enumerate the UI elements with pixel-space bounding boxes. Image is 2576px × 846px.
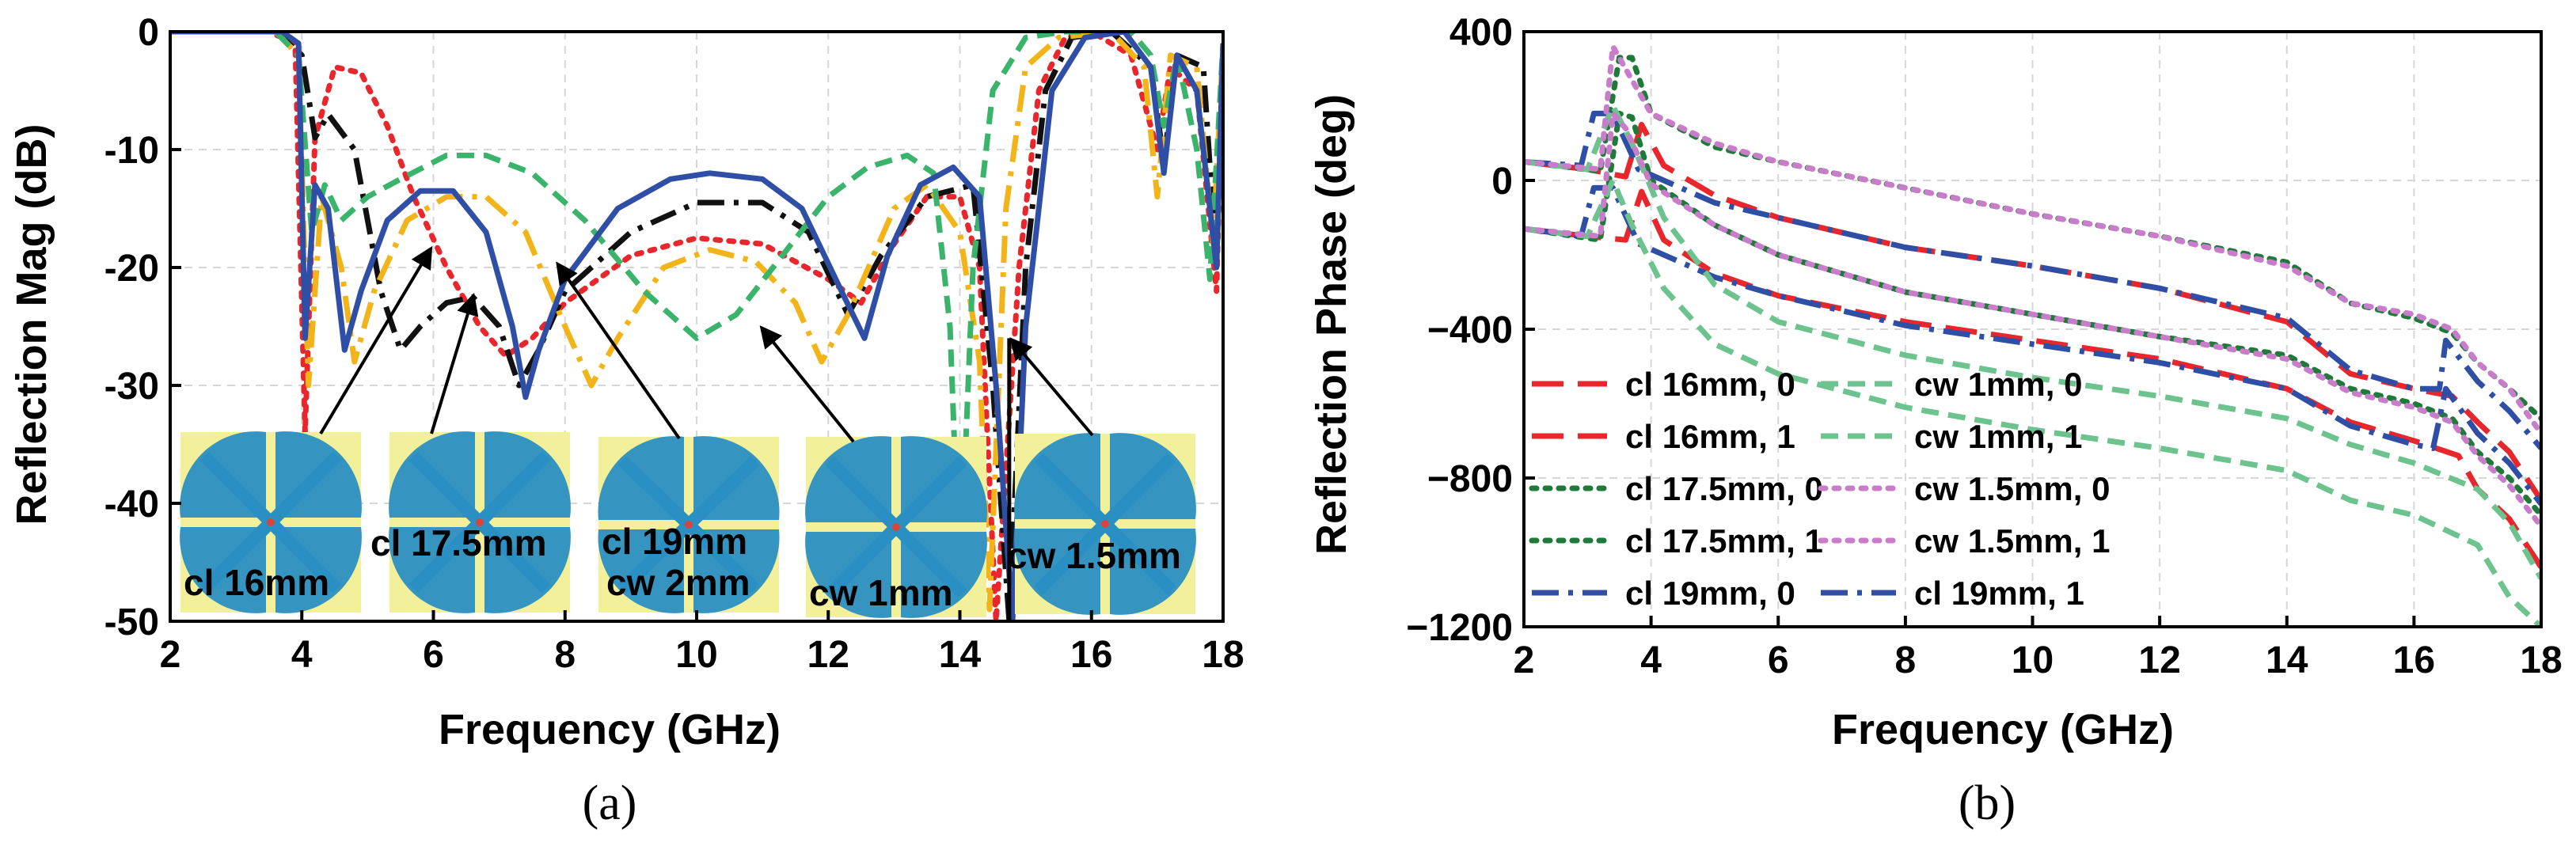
legend-label: cl 19mm, 0 [1625,575,1795,612]
legend-label: cw 1.5mm, 1 [1914,522,2110,560]
series-line-4 [170,32,1223,621]
panel-a-y-ticks: 0 -10 -20 -30 -40 -50 [104,12,181,643]
inset-arrow [759,325,855,443]
legend-label: cw 1.5mm, 0 [1914,470,2110,507]
legend-item: cl 16mm, 1 [1532,418,1795,455]
feed-point [267,518,275,526]
panel-b-chart: cl 16mm, 0 cw 1mm, 0 cl 16mm, 1 cw 1mm, 1 cl… [1308,12,2563,830]
legend-label: cl 16mm, 0 [1625,366,1795,403]
y-tick-label: −400 [1427,309,1513,351]
x-tick-label: 14 [939,634,982,676]
inset-label: cw 1.5mm [1007,535,1181,576]
series-line-6 [1524,103,2541,580]
panel-b-legend: cl 16mm, 0 cw 1mm, 0 cl 16mm, 1 cw 1mm, 1 cl… [1529,366,2110,612]
inset-arrow [430,292,479,434]
legend-item: cw 1mm, 1 [1821,418,2082,455]
inset-label-line2: cw 2mm [606,562,750,603]
panel-b-x-axis-title: Frequency (GHz) [1832,706,2174,753]
legend-label: cl 16mm, 1 [1625,418,1795,455]
x-tick-label: 4 [291,634,313,676]
panel-a-x-ticks: 2 4 6 8 10 12 14 16 18 [160,610,1244,676]
panel-b-y-axis-title: Reflection Phase (deg) [1308,94,1355,555]
y-tick-label: -10 [104,130,159,172]
unit-cell-inset: cl 17.5mm [370,292,571,613]
legend-item: cl 17.5mm, 0 [1529,470,1823,507]
x-tick-label: 16 [2393,639,2435,681]
inset-label: cw 1mm [809,572,953,613]
legend-item: cw 1mm, 0 [1821,366,2082,403]
x-tick-label: 18 [2520,639,2562,681]
series-line-7 [1524,177,2541,627]
series-line-0 [1524,122,2541,503]
legend-item: cl 17.5mm, 1 [1529,522,1823,560]
y-tick-label: -50 [104,601,159,643]
inset-arrow [1009,337,1094,437]
inset-arrow [319,245,433,435]
unit-cell-inset: cw 1.5mm [1007,337,1196,615]
inset-arrow [556,261,681,440]
x-tick-label: 8 [1895,639,1917,681]
feed-point [1101,520,1109,528]
feed-point [476,518,484,526]
panel-a-label: (a) [583,776,637,830]
series-line-3 [170,32,1223,589]
series-line-0 [170,32,1223,621]
panel-b-series-group [1524,44,2541,627]
panel-a-x-axis-title: Frequency (GHz) [439,706,781,753]
legend-label: cw 1mm, 1 [1914,418,2082,455]
series-line-9 [1524,110,2541,529]
legend-item: cw 1.5mm, 1 [1818,522,2110,560]
x-tick-label: 10 [2012,639,2054,681]
y-tick-label: 400 [1449,12,1513,54]
y-tick-label: -40 [104,484,159,525]
panel-b-y-ticks: 400 0 −400 −800 −1200 [1406,12,1535,649]
x-tick-label: 16 [1070,634,1112,676]
series-line-8 [1524,44,2541,437]
y-tick-label: -20 [104,248,159,290]
legend-label: cl 17.5mm, 1 [1625,522,1823,560]
feed-point [892,523,900,531]
y-tick-label: 0 [1491,161,1513,203]
y-tick-label: -30 [104,366,159,408]
x-tick-label: 18 [1202,634,1244,676]
unit-cell-inset: cl 16mm [180,245,433,613]
y-tick-label: −1200 [1406,607,1513,649]
series-line-2 [170,32,1223,613]
y-tick-label: −800 [1427,458,1513,500]
x-tick-label: 12 [2138,639,2180,681]
panel-b-label: (b) [1959,776,2016,830]
legend-label: cl 19mm, 1 [1914,575,2084,612]
inset-label-line1: cl 19mm [602,521,747,562]
x-tick-label: 4 [1640,639,1662,681]
panel-a-series-group [170,32,1223,621]
legend-item: cl 16mm, 0 [1532,366,1795,403]
inset-label: cl 16mm [184,562,329,603]
inset-label: cl 17.5mm [370,522,546,563]
x-tick-label: 8 [554,634,576,676]
legend-label: cw 1mm, 0 [1914,366,2082,403]
panel-b-x-ticks: 2 4 6 8 10 12 14 16 18 [1514,616,2563,681]
x-tick-label: 6 [1768,639,1789,681]
legend-item: cl 19mm, 1 [1821,575,2084,612]
x-tick-label: 12 [807,634,849,676]
legend-item: cw 1.5mm, 0 [1818,470,2110,507]
x-tick-label: 10 [675,634,717,676]
legend-item: cl 19mm, 0 [1532,575,1795,612]
x-tick-label: 2 [160,634,181,676]
panel-a-y-axis-title: Reflection Mag (dB) [8,124,55,525]
legend-label: cl 17.5mm, 0 [1625,470,1823,507]
x-tick-label: 2 [1514,639,1535,681]
unit-cell-inset: cw 1mm [759,325,987,618]
x-tick-label: 14 [2266,639,2308,681]
y-tick-label: 0 [138,12,159,54]
x-tick-label: 6 [423,634,444,676]
feed-point [685,521,693,529]
